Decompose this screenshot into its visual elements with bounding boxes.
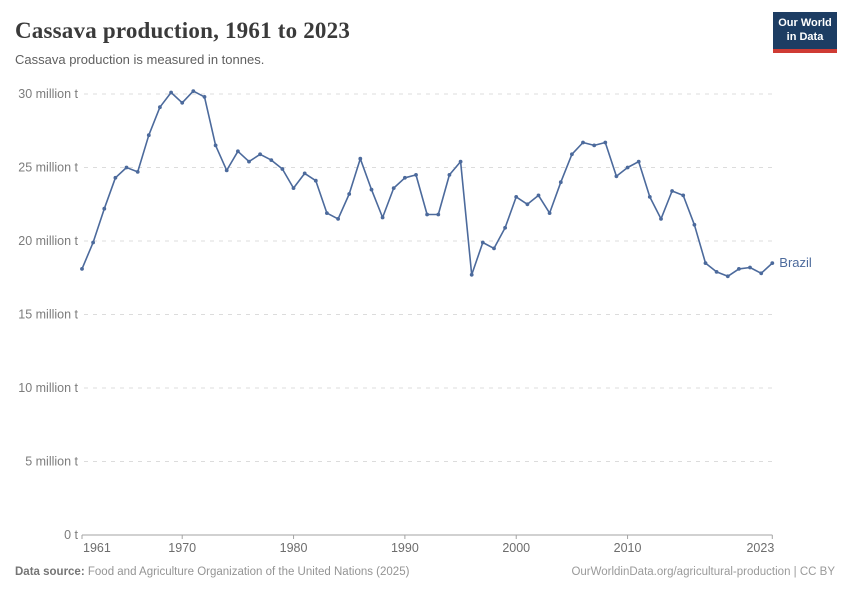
data-point[interactable]	[525, 202, 530, 207]
data-point[interactable]	[547, 211, 552, 216]
data-source: Data source: Food and Agriculture Organi…	[15, 566, 409, 578]
data-point[interactable]	[469, 272, 474, 277]
data-point[interactable]	[714, 270, 719, 274]
data-point[interactable]	[358, 156, 363, 161]
data-point[interactable]	[659, 217, 663, 221]
data-point[interactable]	[280, 167, 285, 171]
data-point[interactable]	[247, 159, 251, 164]
data-point[interactable]	[614, 174, 619, 179]
data-point[interactable]	[158, 105, 162, 110]
data-point[interactable]	[725, 274, 730, 279]
data-point[interactable]	[169, 90, 174, 95]
owid-logo[interactable]: Our World in Data	[773, 12, 837, 53]
data-point[interactable]	[425, 212, 429, 217]
data-point[interactable]	[135, 170, 140, 174]
data-point[interactable]	[681, 193, 686, 198]
data-point[interactable]	[191, 89, 196, 93]
y-axis-tick-label: 10 million t	[18, 381, 78, 395]
owid-logo-line2: in Data	[786, 30, 824, 43]
x-axis-tick-label: 2010	[614, 541, 642, 555]
y-axis-tick-label: 5 million t	[25, 455, 78, 469]
x-axis-tick-label: 1961	[83, 541, 111, 555]
owid-url[interactable]: OurWorldinData.org/agricultural-producti…	[571, 566, 835, 578]
series-line[interactable]	[81, 90, 774, 278]
chart-subtitle: Cassava production is measured in tonnes…	[15, 52, 265, 67]
data-point[interactable]	[269, 158, 274, 163]
data-point[interactable]	[224, 168, 229, 173]
data-point[interactable]	[202, 95, 207, 99]
data-point[interactable]	[380, 215, 385, 220]
data-point[interactable]	[414, 173, 418, 177]
data-point[interactable]	[180, 100, 185, 105]
data-point[interactable]	[347, 192, 352, 196]
data-point[interactable]	[536, 193, 541, 198]
data-point[interactable]	[770, 261, 775, 265]
data-point[interactable]	[258, 152, 262, 157]
data-point[interactable]	[558, 180, 563, 185]
data-point[interactable]	[91, 240, 95, 245]
x-axis-tick-label: 1980	[280, 541, 308, 555]
data-point[interactable]	[636, 159, 641, 164]
data-point[interactable]	[80, 267, 84, 271]
x-axis-tick-label: 2000	[502, 541, 530, 555]
data-point[interactable]	[213, 143, 218, 148]
y-axis-tick-label: 20 million t	[18, 234, 78, 248]
data-point[interactable]	[336, 217, 340, 221]
data-point[interactable]	[625, 165, 630, 170]
data-source-label: Data source:	[15, 566, 85, 578]
data-point[interactable]	[570, 152, 574, 157]
data-point[interactable]	[102, 206, 107, 211]
data-point[interactable]	[302, 171, 307, 176]
data-point[interactable]	[703, 261, 708, 265]
series-label[interactable]: Brazil	[779, 255, 812, 270]
data-point[interactable]	[670, 189, 674, 193]
data-point[interactable]	[403, 175, 407, 180]
data-point[interactable]	[514, 195, 519, 199]
x-axis-tick-label: 1970	[168, 541, 196, 555]
data-point[interactable]	[113, 175, 118, 180]
data-point[interactable]	[458, 159, 463, 164]
data-point[interactable]	[647, 195, 652, 199]
chart-title: Cassava production, 1961 to 2023	[15, 18, 351, 43]
data-point[interactable]	[291, 186, 296, 191]
data-point[interactable]	[603, 140, 608, 145]
data-point[interactable]	[581, 140, 585, 145]
data-point[interactable]	[146, 133, 151, 138]
data-point[interactable]	[748, 265, 752, 270]
data-point[interactable]	[592, 143, 597, 148]
x-axis-tick-label: 2023	[746, 541, 774, 555]
data-point[interactable]	[391, 186, 396, 191]
y-axis-tick-label: 0 t	[64, 528, 78, 542]
data-point[interactable]	[124, 165, 129, 170]
data-point[interactable]	[236, 149, 240, 154]
data-source-text: Food and Agriculture Organization of the…	[87, 566, 410, 578]
data-point[interactable]	[480, 240, 485, 245]
data-point[interactable]	[492, 246, 496, 251]
data-point[interactable]	[447, 173, 452, 177]
data-point[interactable]	[692, 222, 697, 227]
y-axis-tick-label: 30 million t	[18, 87, 78, 101]
data-point[interactable]	[436, 212, 441, 217]
owid-logo-line1: Our World	[778, 17, 832, 29]
data-point[interactable]	[737, 267, 741, 271]
data-point[interactable]	[325, 211, 329, 216]
x-axis-tick-label: 1990	[391, 541, 419, 555]
y-axis-tick-label: 25 million t	[18, 161, 78, 175]
data-point[interactable]	[313, 178, 318, 183]
data-point[interactable]	[503, 225, 507, 230]
data-point[interactable]	[759, 271, 764, 276]
y-axis-tick-label: 15 million t	[18, 308, 78, 322]
data-point[interactable]	[369, 187, 374, 192]
